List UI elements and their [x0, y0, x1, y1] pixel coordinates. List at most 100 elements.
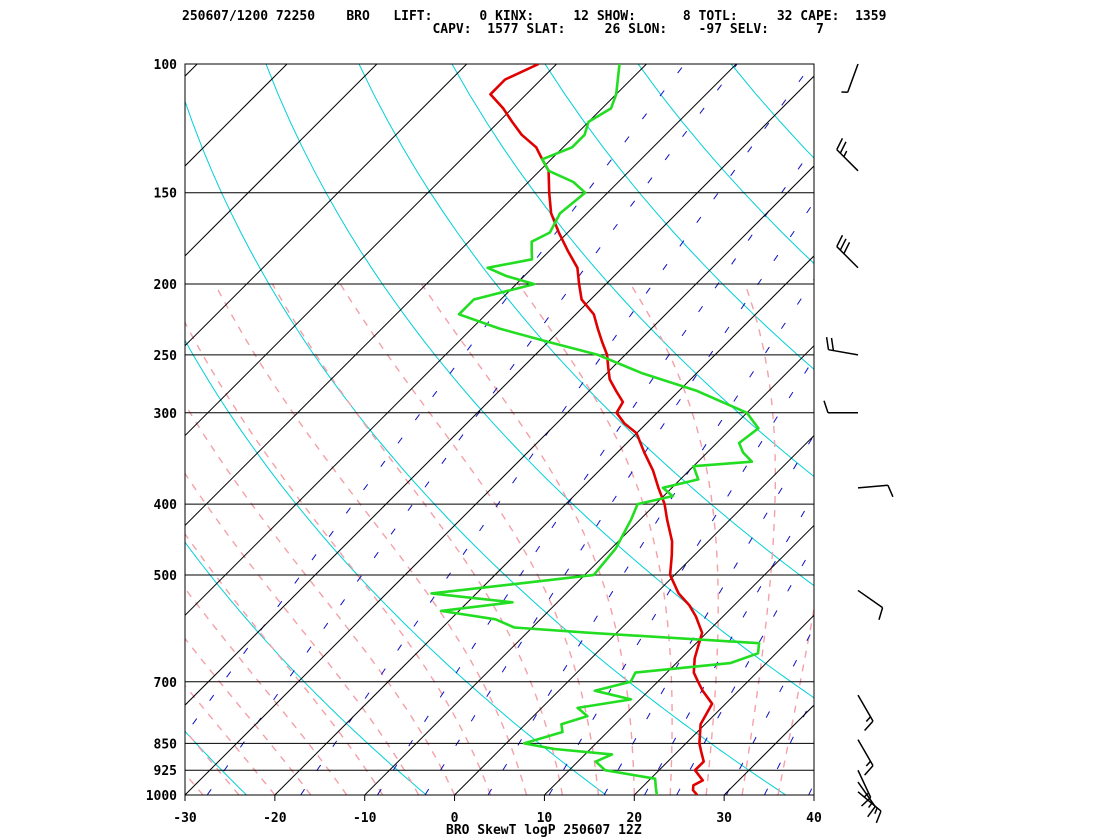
moist-adiabat — [0, 284, 131, 795]
chart-caption: BRO SkewT logP 250607 12Z — [446, 823, 642, 838]
moist-adiabat — [185, 472, 420, 795]
temperature-tick-label: -20 — [263, 811, 287, 826]
mixing-ratio-line — [808, 782, 814, 795]
barb-half-flag — [874, 807, 878, 815]
barb-flag — [843, 241, 851, 254]
moist-adiabat — [185, 532, 384, 795]
dry-adiabat — [730, 64, 814, 159]
wind-barb — [841, 63, 859, 93]
isotherm-line — [185, 75, 814, 706]
isotherm-line — [544, 524, 814, 795]
barb-flag — [864, 720, 874, 732]
plot-frame — [184, 63, 815, 796]
pressure-tick-label: 400 — [154, 498, 178, 513]
dewpoint-profile — [430, 64, 761, 795]
moist-adiabat — [185, 637, 312, 795]
moist-adiabat — [185, 320, 492, 795]
mixing-ratio-line — [603, 434, 814, 795]
wind-barb — [857, 694, 874, 732]
pressure-tick-label: 250 — [154, 349, 178, 364]
moist-adiabat — [185, 684, 276, 795]
barb-flag — [823, 400, 829, 414]
isotherm-line — [723, 704, 814, 795]
mixing-ratio-line — [644, 493, 814, 795]
temperature-tick-label: -30 — [173, 811, 197, 826]
mixing-ratio-line — [206, 64, 738, 795]
mixing-ratio-line — [487, 278, 814, 795]
wind-barb — [823, 400, 858, 414]
pressure-tick-label: 925 — [154, 764, 177, 779]
barb-half-flag — [865, 760, 872, 767]
moist-adiabat — [185, 587, 348, 795]
dry-adiabat — [824, 64, 1120, 795]
wind-barb — [857, 484, 894, 498]
pressure-tick-label: 100 — [154, 58, 178, 73]
isotherm-line — [0, 64, 17, 795]
temperature-tick-label: 10 — [537, 811, 553, 826]
moist-adiabat — [777, 605, 814, 795]
temperature-tick-label: 40 — [806, 811, 822, 826]
barb-flag — [875, 810, 882, 824]
pressure-tick-label: 700 — [154, 676, 178, 691]
pressure-tick-label: 300 — [154, 407, 178, 422]
barb-half-flag — [843, 150, 848, 158]
moist-adiabat — [339, 283, 599, 795]
mixing-ratio-line — [377, 145, 814, 795]
mixing-ratio-line — [763, 694, 814, 795]
isotherm-line — [0, 64, 107, 795]
moist-adiabat — [185, 729, 240, 795]
barb-flag — [839, 238, 847, 251]
wind-barb — [857, 739, 874, 776]
barb-half-flag — [865, 716, 872, 722]
dry-adiabat — [358, 64, 814, 587]
moist-adiabat — [421, 283, 635, 795]
moist-adiabat — [0, 284, 95, 795]
pressure-tick-label: 850 — [154, 737, 178, 752]
mixing-ratio-line — [424, 201, 814, 795]
pressure-tick-label: 150 — [154, 187, 178, 202]
dry-adiabat — [1010, 64, 1120, 795]
temperature-tick-label: -10 — [353, 811, 377, 826]
barb-flag — [836, 234, 844, 247]
moist-adiabat — [0, 284, 167, 795]
header-line-1: 250607/1200 72250 BRO LIFT: 0 KINX: 12 S… — [182, 9, 887, 24]
barb-flag — [864, 765, 874, 776]
mixing-ratio-line — [725, 626, 814, 795]
isotherm-line — [185, 165, 814, 795]
isotherm-line — [185, 64, 647, 527]
wind-barb — [857, 791, 882, 824]
isotherm-line — [364, 345, 814, 795]
dry-adiabat — [1103, 64, 1120, 795]
temperature-profile — [489, 64, 714, 795]
moist-adiabat — [629, 283, 719, 795]
mixing-ratio-line — [676, 543, 814, 795]
barb-flag — [836, 137, 844, 150]
isotherm-line — [185, 64, 468, 347]
temperature-tick-label: 20 — [626, 811, 642, 826]
wind-barb — [825, 337, 859, 356]
isotherm-line — [185, 64, 378, 257]
barb-staff — [847, 63, 859, 93]
isotherm-line — [813, 794, 814, 795]
barb-staff — [857, 484, 888, 489]
moist-adiabat — [518, 283, 673, 795]
isotherm-line — [185, 64, 288, 167]
barb-flag — [878, 607, 884, 620]
moist-adiabat — [741, 283, 776, 795]
isotherm-line — [185, 64, 557, 437]
dry-adiabat — [185, 99, 786, 795]
pressure-tick-label: 500 — [154, 569, 178, 584]
moist-adiabat — [271, 283, 564, 795]
barb-flag — [839, 141, 847, 154]
pressure-tick-label: 1000 — [146, 789, 177, 804]
wind-barb — [836, 137, 859, 172]
temperature-tick-label: 30 — [716, 811, 732, 826]
pressure-tick-label: 200 — [154, 278, 178, 293]
barb-flag — [825, 337, 830, 350]
isotherm-line — [274, 255, 814, 795]
barb-staff — [857, 589, 884, 609]
wind-barb — [857, 589, 884, 620]
moist-adiabat — [214, 283, 528, 795]
isotherm-line — [454, 434, 814, 795]
